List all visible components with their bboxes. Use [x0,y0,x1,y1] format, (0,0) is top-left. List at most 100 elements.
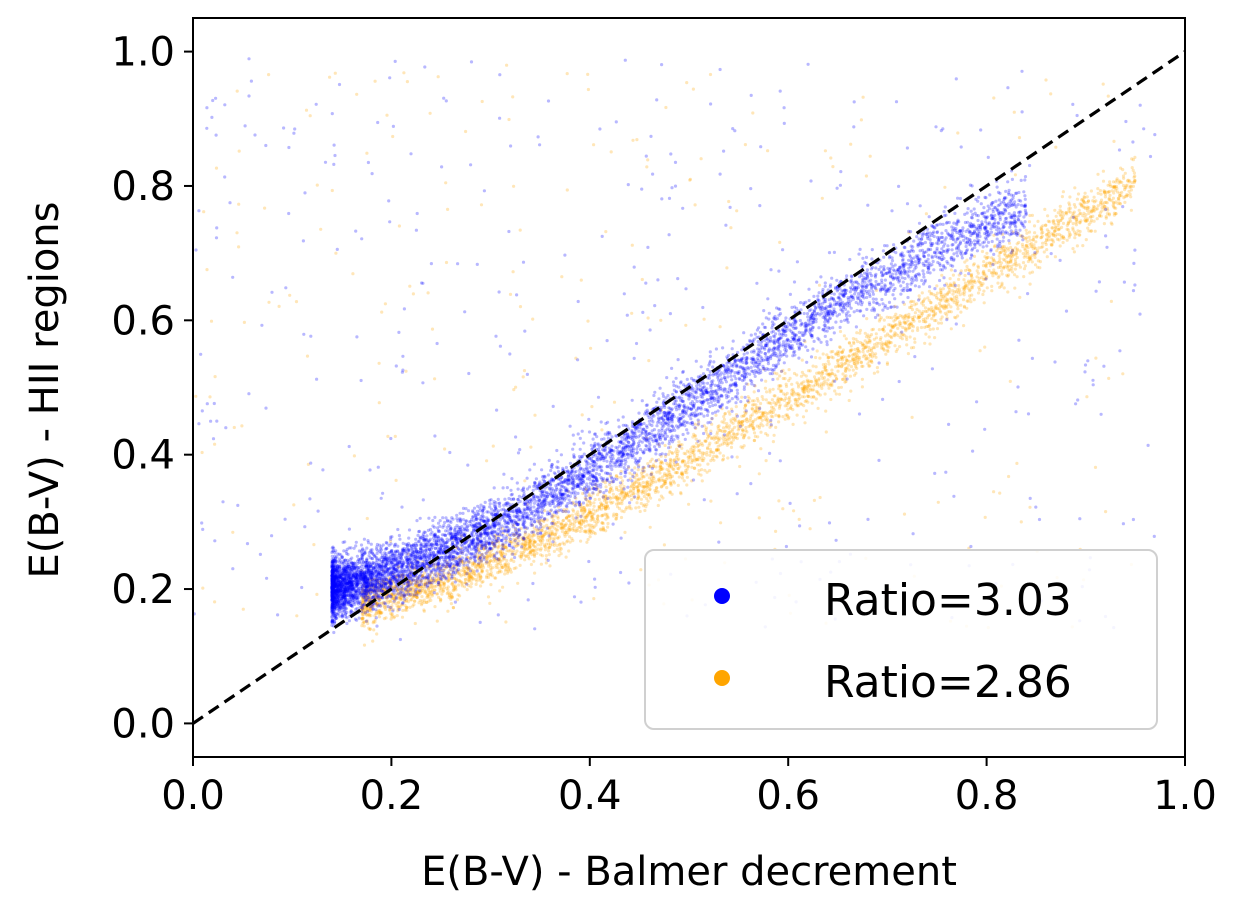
scatter-point-ratio-2-86 [1043,240,1047,244]
scatter-point-ratio-2-86 [663,481,667,485]
scatter-point-ratio-2-86 [770,398,775,402]
scatter-point-ratio-2-86 [636,494,641,499]
scatter-point-ratio-2-86 [632,482,637,486]
scatter-point-ratio-2-86 [351,272,355,276]
scatter-point-ratio-2-86 [709,499,713,503]
scatter-point-ratio-2-86 [446,207,450,211]
scatter-point-ratio-2-86 [631,138,635,142]
scatter-point-ratio-2-86 [589,531,594,535]
scatter-point-ratio-2-86 [1107,376,1111,380]
scatter-point-ratio-2-86 [665,461,669,465]
scatter-point-ratio-2-86 [292,503,296,507]
scatter-point-ratio-2-86 [1085,218,1089,222]
scatter-point-ratio-2-86 [475,567,479,571]
scatter-point-ratio-2-86 [768,425,772,429]
scatter-point-ratio-2-86 [605,504,610,508]
scatter-point-ratio-2-86 [1108,180,1112,184]
scatter-point-ratio-2-86 [642,486,646,490]
scatter-point-ratio-2-86 [855,331,859,335]
scatter-point-ratio-2-86 [943,311,947,315]
scatter-point-ratio-2-86 [469,572,473,576]
scatter-point-ratio-2-86 [769,414,773,418]
scatter-point-ratio-2-86 [1046,235,1050,239]
scatter-point-ratio-2-86 [1072,210,1076,214]
scatter-point-ratio-2-86 [411,578,415,582]
scatter-point-ratio-2-86 [952,295,957,299]
scatter-point-ratio-2-86 [536,543,540,547]
scatter-point-ratio-2-86 [887,341,891,345]
scatter-point-ratio-2-86 [475,579,479,583]
scatter-point-ratio-2-86 [933,336,937,340]
scatter-point-ratio-2-86 [665,467,669,471]
scatter-point-ratio-2-86 [948,290,952,294]
scatter-point-ratio-2-86 [785,414,790,418]
scatter-point-ratio-2-86 [577,525,581,529]
scatter-point-ratio-2-86 [807,394,811,399]
scatter-point-ratio-2-86 [637,505,641,509]
scatter-point-ratio-2-86 [500,564,504,568]
scatter-point-ratio-2-86 [395,574,399,578]
scatter-point-ratio-2-86 [817,371,822,375]
scatter-point-ratio-2-86 [429,592,434,596]
scatter-point-ratio-2-86 [936,500,940,504]
scatter-point-ratio-2-86 [308,114,312,118]
scatter-point-ratio-2-86 [905,343,909,347]
scatter-point-ratio-2-86 [1017,136,1022,140]
scatter-point-ratio-2-86 [979,283,983,287]
scatter-point-ratio-2-86 [847,363,851,367]
scatter-point-ratio-2-86 [504,565,508,569]
scatter-point-ratio-2-86 [801,415,806,419]
scatter-point-ratio-2-86 [608,500,612,504]
scatter-point-ratio-2-86 [1131,184,1135,188]
scatter-point-ratio-2-86 [208,395,212,399]
scatter-point-ratio-2-86 [863,345,868,350]
scatter-point-ratio-2-86 [586,87,591,92]
scatter-point-ratio-2-86 [722,415,726,419]
scatter-point-ratio-2-86 [518,228,522,232]
scatter-point-ratio-2-86 [491,444,495,448]
scatter-point-ratio-2-86 [853,352,857,356]
scatter-point-ratio-2-86 [939,321,944,325]
scatter-point-ratio-2-86 [533,413,537,417]
scatter-point-ratio-2-86 [1043,207,1047,211]
scatter-point-ratio-2-86 [550,533,555,537]
scatter-point-ratio-2-86 [657,469,661,473]
scatter-point-ratio-2-86 [721,457,726,461]
scatter-point-ratio-2-86 [797,517,801,522]
scatter-point-ratio-2-86 [485,556,489,561]
scatter-point-ratio-2-86 [1113,188,1117,192]
scatter-point-ratio-2-86 [315,592,319,597]
scatter-point-ratio-2-86 [514,385,518,389]
scatter-point-ratio-2-86 [511,523,516,528]
scatter-point-ratio-2-86 [800,402,804,406]
scatter-point-ratio-2-86 [675,471,679,475]
scatter-point-ratio-2-86 [776,377,780,381]
scatter-point-ratio-2-86 [917,309,921,313]
scatter-point-ratio-2-86 [905,337,909,342]
scatter-point-ratio-2-86 [876,370,880,374]
scatter-point-ratio-2-86 [1068,195,1072,199]
scatter-point-ratio-2-86 [850,353,855,357]
scatter-point-ratio-2-86 [856,347,860,351]
scatter-point-ratio-2-86 [538,535,543,539]
scatter-point-ratio-2-86 [514,552,518,556]
scatter-point-ratio-2-86 [912,300,916,304]
scatter-point-ratio-2-86 [231,530,235,534]
scatter-point-ratio-2-86 [1035,234,1039,238]
scatter-point-ratio-2-86 [561,541,565,545]
scatter-point-ratio-2-86 [511,184,516,188]
scatter-point-ratio-2-86 [778,374,782,378]
scatter-point-ratio-2-86 [672,460,676,464]
scatter-point-ratio-2-86 [761,411,765,415]
scatter-point-ratio-2-86 [972,279,977,283]
scatter-point-ratio-2-86 [1036,219,1040,223]
scatter-point-ratio-2-86 [791,387,795,391]
scatter-point-ratio-2-86 [923,325,927,329]
scatter-point-ratio-3-03 [915,235,919,239]
scatter-point-ratio-3-03 [687,397,691,401]
scatter-point-ratio-2-86 [1118,202,1122,206]
scatter-point-ratio-3-03 [756,339,760,344]
scatter-point-ratio-2-86 [237,149,241,153]
scatter-point-ratio-2-86 [549,536,553,540]
scatter-point-ratio-2-86 [295,614,299,618]
